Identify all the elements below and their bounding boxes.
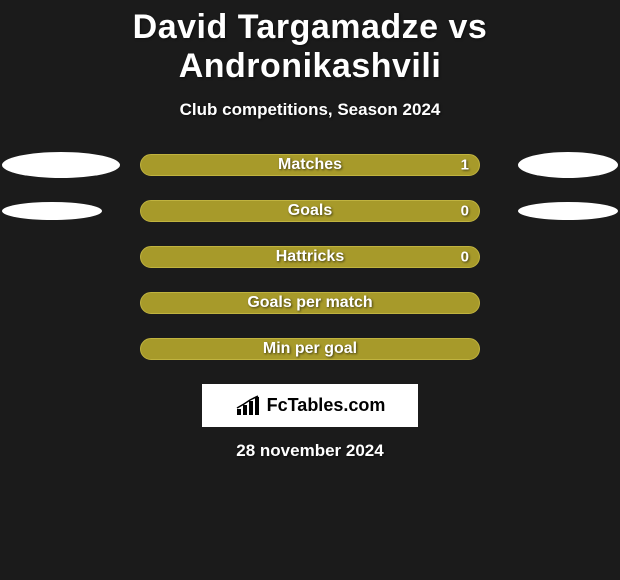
- logo: FcTables.com: [235, 395, 386, 417]
- stat-row: Goals 0: [0, 188, 620, 234]
- logo-box: FcTables.com: [202, 384, 418, 427]
- stat-row: Goals per match: [0, 280, 620, 326]
- stat-label: Hattricks: [141, 248, 479, 266]
- stat-row: Hattricks 0: [0, 234, 620, 280]
- right-marker-ellipse: [518, 152, 618, 178]
- stat-bar: Goals 0: [140, 200, 480, 222]
- stat-label: Goals per match: [141, 294, 479, 312]
- left-marker-ellipse: [2, 152, 120, 178]
- stat-value: 0: [461, 203, 469, 220]
- stat-rows: Matches 1 Goals 0 Hattricks 0 Goals per …: [0, 142, 620, 372]
- page-title: David Targamadze vs Andronikashvili: [0, 0, 620, 90]
- stat-bar: Matches 1: [140, 154, 480, 176]
- chart-icon: [235, 395, 263, 417]
- stat-bar: Min per goal: [140, 338, 480, 360]
- right-marker-ellipse: [518, 202, 618, 220]
- stat-row: Matches 1: [0, 142, 620, 188]
- left-marker-ellipse: [2, 202, 102, 220]
- stat-value: 1: [461, 157, 469, 174]
- stat-value: 0: [461, 249, 469, 266]
- stat-row: Min per goal: [0, 326, 620, 372]
- date-label: 28 november 2024: [0, 441, 620, 461]
- page-subtitle: Club competitions, Season 2024: [0, 100, 620, 120]
- logo-text: FcTables.com: [267, 395, 386, 416]
- stat-bar: Hattricks 0: [140, 246, 480, 268]
- stat-label: Matches: [141, 156, 479, 174]
- comparison-infographic: David Targamadze vs Andronikashvili Club…: [0, 0, 620, 580]
- stat-bar: Goals per match: [140, 292, 480, 314]
- stat-label: Goals: [141, 202, 479, 220]
- stat-label: Min per goal: [141, 340, 479, 358]
